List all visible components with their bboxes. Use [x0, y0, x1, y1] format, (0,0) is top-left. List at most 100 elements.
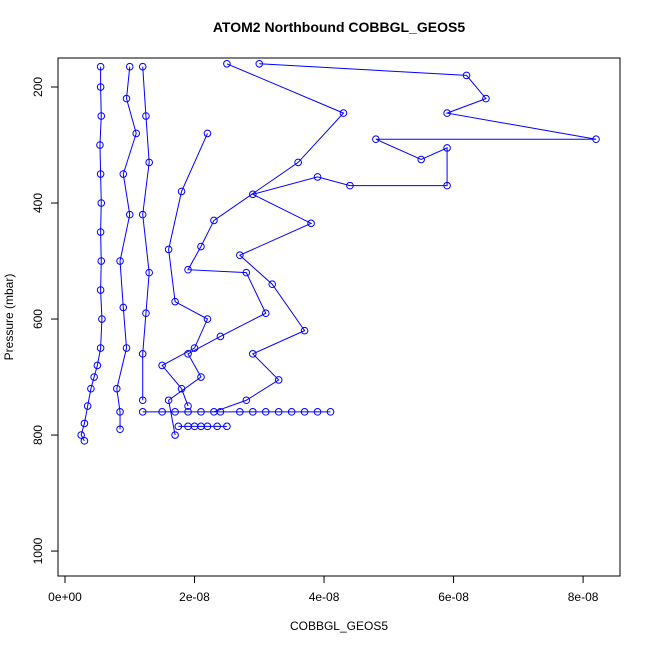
point [97, 257, 106, 265]
x-axis-label: COBBGL_GEOS5 [290, 619, 388, 633]
point [145, 158, 153, 167]
point [190, 344, 199, 352]
point [184, 408, 192, 416]
point [122, 344, 131, 352]
point [184, 265, 192, 274]
point [138, 350, 147, 358]
point [326, 408, 335, 416]
point [177, 187, 186, 196]
point [119, 170, 128, 178]
point [96, 228, 105, 236]
point [236, 408, 244, 416]
point [249, 408, 257, 416]
point [287, 408, 296, 416]
point [122, 94, 131, 103]
point [97, 199, 106, 207]
point [184, 402, 192, 410]
point [97, 112, 106, 120]
point [96, 170, 105, 178]
point [138, 210, 147, 219]
point [462, 71, 471, 80]
point [158, 408, 166, 416]
point [96, 62, 105, 71]
profile-line [116, 66, 137, 430]
y-tick-label: 200 [31, 77, 45, 97]
point [171, 408, 179, 416]
point [142, 112, 150, 120]
x-tick-label: 6e-08 [438, 590, 469, 604]
point [138, 396, 147, 405]
point [132, 129, 141, 138]
point [339, 109, 348, 117]
point [261, 309, 270, 318]
point [482, 94, 490, 103]
point [197, 408, 205, 416]
point [242, 268, 251, 277]
profile-line [161, 133, 209, 407]
y-tick-label: 1000 [31, 537, 45, 564]
point [80, 419, 89, 428]
point [300, 326, 309, 335]
point [592, 135, 600, 144]
point [236, 251, 244, 260]
point [164, 245, 173, 254]
point [249, 190, 257, 199]
point [171, 431, 179, 439]
profile-line [213, 63, 597, 413]
point [268, 280, 277, 289]
point [125, 210, 134, 219]
point [90, 373, 98, 381]
y-tick-label: 800 [31, 425, 45, 445]
point [142, 309, 150, 318]
point [98, 315, 106, 323]
point [96, 344, 105, 352]
point [216, 332, 225, 341]
point [417, 155, 425, 164]
point [116, 257, 124, 265]
point [294, 158, 302, 167]
point [307, 219, 315, 228]
y-tick-label: 600 [31, 309, 45, 329]
point [125, 62, 134, 71]
point [96, 83, 105, 91]
point [443, 181, 451, 190]
plot-frame [57, 57, 621, 577]
point [177, 384, 186, 393]
point [96, 141, 104, 149]
point [203, 129, 212, 138]
x-tick-label: 8e-08 [568, 590, 599, 604]
point [113, 384, 121, 393]
point [93, 361, 102, 370]
profile-line [80, 66, 103, 442]
point [138, 408, 147, 416]
point [443, 144, 451, 152]
point [300, 408, 309, 416]
point [274, 408, 283, 416]
point [223, 422, 231, 431]
point [203, 422, 212, 431]
point [346, 181, 354, 190]
point [83, 402, 92, 410]
point [197, 373, 205, 381]
x-tick-label: 2e-08 [179, 590, 210, 604]
point [171, 297, 179, 306]
point [145, 268, 153, 277]
point [443, 109, 451, 117]
point [213, 422, 221, 431]
point [174, 422, 183, 431]
point [372, 135, 380, 144]
point [242, 396, 251, 405]
point [77, 431, 85, 439]
point [138, 62, 147, 71]
point [216, 408, 225, 416]
point [274, 376, 283, 384]
point [223, 60, 231, 68]
point [197, 242, 205, 251]
point [87, 384, 95, 393]
point [261, 408, 270, 416]
point [255, 60, 264, 68]
point [164, 396, 173, 405]
profile-line [142, 66, 150, 401]
point [313, 173, 322, 181]
